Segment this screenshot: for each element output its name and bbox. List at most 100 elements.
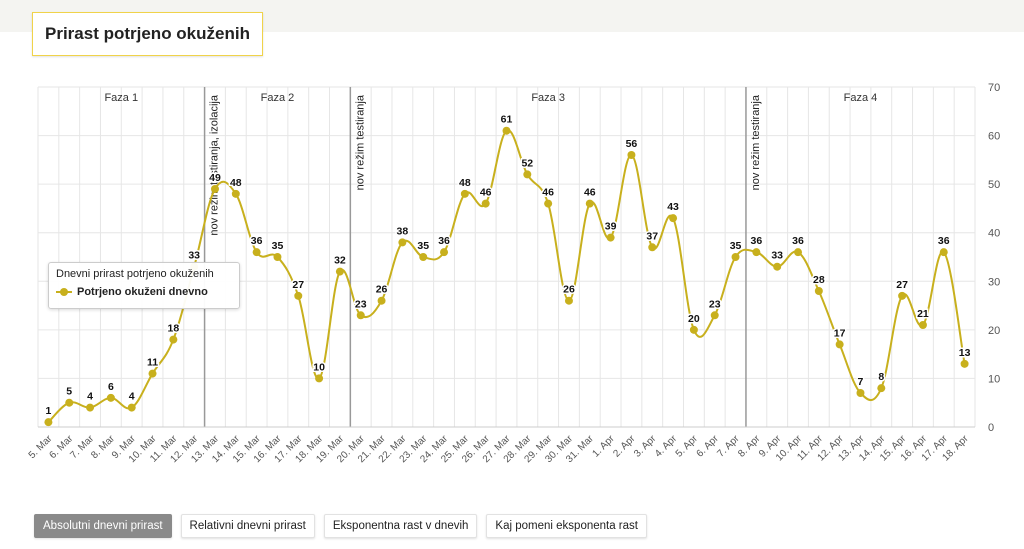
data-point[interactable] [231, 189, 240, 198]
data-point[interactable] [794, 248, 803, 257]
data-point[interactable] [106, 393, 115, 402]
data-point[interactable] [814, 287, 823, 295]
data-point[interactable] [773, 262, 782, 271]
y-tick-label: 10 [988, 373, 1000, 385]
data-point[interactable] [606, 233, 615, 242]
data-point[interactable] [169, 335, 178, 344]
series-marker-icon [56, 287, 72, 297]
data-label: 35 [417, 240, 429, 252]
data-label: 8 [878, 371, 884, 383]
x-tick-label: 6. Apr [695, 433, 722, 460]
phase-label: Faza 4 [844, 92, 878, 104]
data-label: 17 [834, 327, 846, 339]
grid [37, 86, 976, 428]
absolute-daily-increase-button[interactable]: Absolutni dnevni prirast [34, 514, 172, 538]
data-point[interactable] [523, 170, 532, 179]
data-label: 36 [438, 235, 450, 247]
x-tick-label: 4. Apr [653, 433, 680, 460]
tooltip-series: Potrjeno okuženi dnevno [56, 286, 232, 298]
data-point[interactable] [210, 185, 219, 193]
data-point[interactable] [65, 398, 74, 407]
data-point[interactable] [877, 384, 886, 393]
data-point[interactable] [315, 374, 324, 383]
data-label: 35 [272, 240, 284, 252]
data-label: 36 [792, 235, 804, 247]
x-tick-label: 7. Apr [715, 433, 742, 460]
y-tick-label: 40 [988, 228, 1000, 240]
data-label: 39 [605, 221, 617, 233]
phase-divider-label: nov režim testiranja [354, 94, 366, 190]
data-point[interactable] [731, 253, 740, 261]
phase-label: Faza 2 [261, 92, 295, 104]
phase-divider-label: nov režim testiranja, izolacija [209, 94, 221, 235]
series-potrjeno-okuzeni[interactable] [44, 126, 969, 427]
data-point[interactable] [960, 359, 969, 368]
data-label: 11 [147, 357, 158, 369]
data-point[interactable] [294, 291, 303, 300]
data-label: 35 [730, 240, 742, 252]
data-point[interactable] [377, 296, 386, 305]
data-point[interactable] [710, 311, 719, 320]
data-label: 23 [709, 298, 721, 310]
data-point[interactable] [127, 403, 136, 412]
relative-daily-increase-button[interactable]: Relativni dnevni prirast [180, 514, 315, 538]
data-label: 36 [251, 235, 263, 247]
data-label: 6 [108, 381, 114, 393]
exponential-growth-days-button[interactable]: Eksponentna rast v dnevih [323, 514, 478, 538]
x-tick-label: 2. Apr [611, 433, 638, 460]
data-point[interactable] [544, 199, 553, 208]
data-point[interactable] [585, 199, 594, 208]
data-point[interactable] [273, 253, 282, 261]
y-tick-label: 60 [988, 131, 1000, 143]
data-point[interactable] [481, 199, 490, 208]
tooltip-series-name: Potrjeno okuženi dnevno [77, 286, 208, 298]
data-point[interactable] [440, 248, 449, 257]
y-tick-label: 30 [988, 276, 1000, 288]
data-label: 4 [87, 391, 93, 403]
data-point[interactable] [689, 325, 698, 334]
data-label: 33 [771, 250, 783, 262]
data-label: 5 [66, 386, 72, 398]
data-point[interactable] [398, 238, 407, 247]
data-label: 36 [751, 235, 763, 247]
data-point[interactable] [252, 248, 261, 257]
data-point[interactable] [648, 243, 657, 252]
data-point[interactable] [856, 389, 865, 397]
phase-label: Faza 3 [531, 92, 565, 104]
tooltip: Dnevni prirast potrjeno okuženih Potrjen… [48, 262, 240, 309]
phase-divider-label: nov režim testiranja [750, 94, 762, 190]
data-label: 52 [521, 157, 533, 169]
data-label: 48 [230, 177, 242, 189]
data-label: 26 [563, 284, 575, 296]
data-point[interactable] [460, 189, 469, 198]
data-label: 61 [501, 114, 513, 126]
data-label: 46 [480, 187, 492, 199]
data-point[interactable] [939, 248, 948, 257]
data-point[interactable] [835, 340, 844, 349]
data-point[interactable] [564, 296, 573, 305]
data-point[interactable] [752, 248, 761, 257]
data-label: 1 [45, 405, 51, 417]
data-point[interactable] [669, 214, 678, 223]
chart-title: Prirast potrjeno okuženih [32, 12, 263, 56]
data-point[interactable] [44, 418, 53, 427]
data-point[interactable] [356, 311, 365, 320]
data-point[interactable] [419, 253, 428, 261]
data-label: 36 [938, 235, 950, 247]
data-label: 27 [292, 279, 304, 291]
data-point[interactable] [898, 291, 907, 300]
data-point[interactable] [918, 321, 927, 329]
data-point[interactable] [502, 126, 511, 135]
x-tick-label: 1. Apr [590, 433, 617, 460]
data-point[interactable] [627, 151, 636, 159]
data-point[interactable] [148, 369, 157, 378]
data-point[interactable] [335, 267, 344, 276]
what-is-exponential-growth-button[interactable]: Kaj pomeni eksponenta rast [486, 514, 647, 538]
data-label: 10 [313, 361, 325, 373]
data-label: 7 [858, 376, 864, 388]
data-label: 43 [667, 201, 679, 213]
y-axis: 0 10 20 30 40 50 60 70 [988, 82, 1000, 434]
data-point[interactable] [86, 403, 95, 412]
